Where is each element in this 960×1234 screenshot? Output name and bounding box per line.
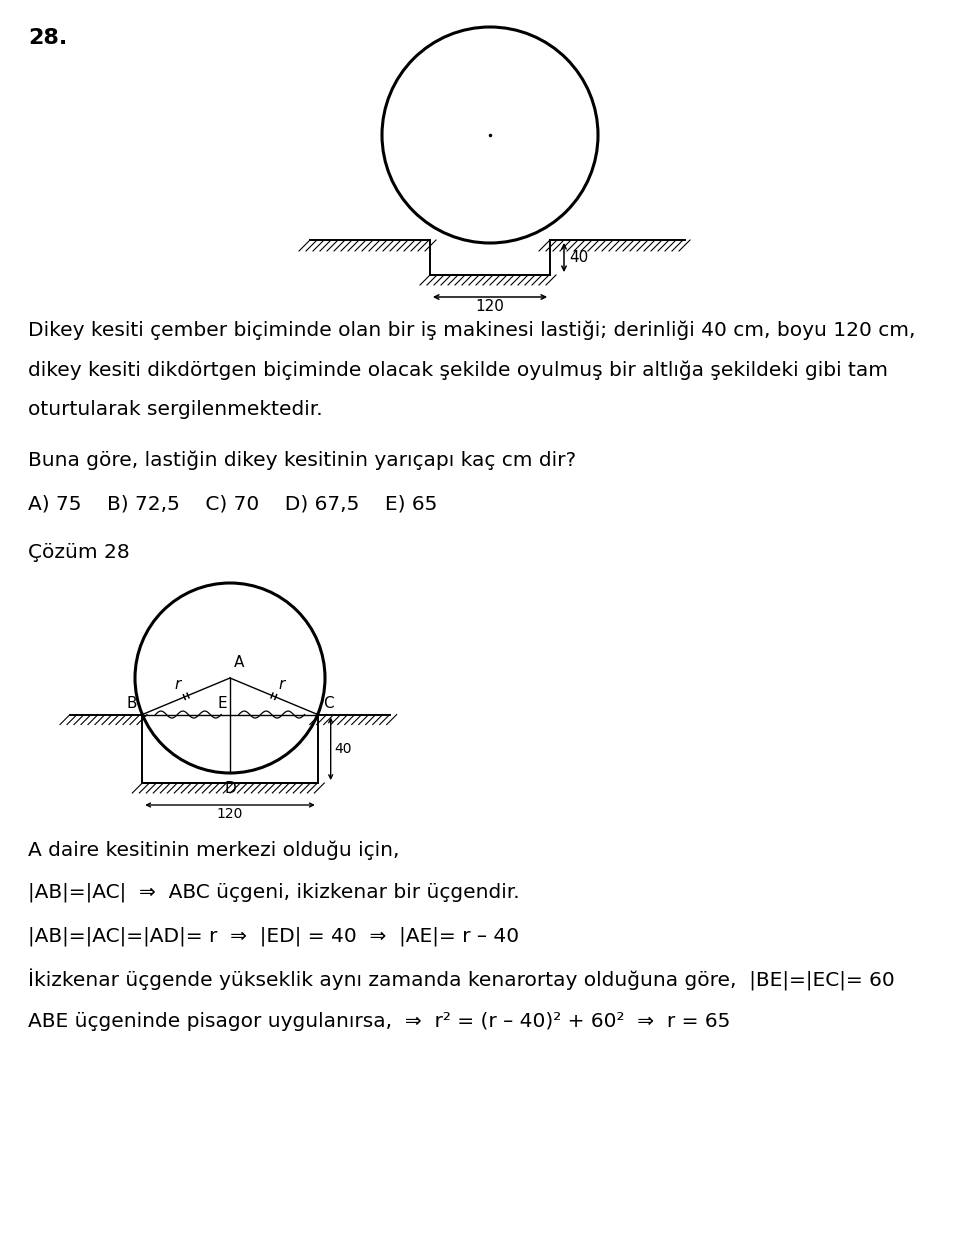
Text: C: C (323, 696, 333, 711)
Text: Çözüm 28: Çözüm 28 (28, 543, 130, 561)
Text: 120: 120 (475, 299, 504, 313)
Text: B: B (127, 696, 137, 711)
Text: A: A (234, 655, 245, 670)
Text: |AB|=|AC|=|AD|= r  ⇒  |ED| = 40  ⇒  |AE|= r – 40: |AB|=|AC|=|AD|= r ⇒ |ED| = 40 ⇒ |AE|= r … (28, 926, 519, 945)
Text: 40: 40 (569, 251, 588, 265)
Text: A daire kesitinin merkezi olduğu için,: A daire kesitinin merkezi olduğu için, (28, 840, 399, 860)
Text: Dikey kesiti çember biçiminde olan bir iş makinesi lastiği; derinliği 40 cm, boy: Dikey kesiti çember biçiminde olan bir i… (28, 320, 916, 339)
Text: 120: 120 (217, 807, 243, 821)
Text: A) 75    B) 72,5    C) 70    D) 67,5    E) 65: A) 75 B) 72,5 C) 70 D) 67,5 E) 65 (28, 495, 438, 515)
Text: r: r (278, 677, 285, 692)
Text: Buna göre, lastiğin dikey kesitinin yarıçapı kaç cm dir?: Buna göre, lastiğin dikey kesitinin yarı… (28, 450, 576, 469)
Text: 28.: 28. (28, 28, 67, 48)
Text: oturtularak sergilenmektedir.: oturtularak sergilenmektedir. (28, 400, 323, 420)
Text: E: E (217, 696, 227, 711)
Text: |AB|=|AC|  ⇒  ABC üçgeni, ikizkenar bir üçgendir.: |AB|=|AC| ⇒ ABC üçgeni, ikizkenar bir üç… (28, 884, 519, 902)
Text: ABE üçgeninde pisagor uygulanırsa,  ⇒  r² = (r – 40)² + 60²  ⇒  r = 65: ABE üçgeninde pisagor uygulanırsa, ⇒ r² … (28, 1012, 731, 1030)
Text: dikey kesiti dikdörtgen biçiminde olacak şekilde oyulmuş bir altlığa şekildeki g: dikey kesiti dikdörtgen biçiminde olacak… (28, 360, 888, 380)
Text: İkizkenar üçgende yükseklik aynı zamanda kenarortay olduğuna göre,  |BE|=|EC|= 6: İkizkenar üçgende yükseklik aynı zamanda… (28, 969, 895, 991)
Text: D: D (224, 781, 236, 796)
Text: 40: 40 (335, 742, 352, 755)
Text: r: r (175, 677, 181, 692)
